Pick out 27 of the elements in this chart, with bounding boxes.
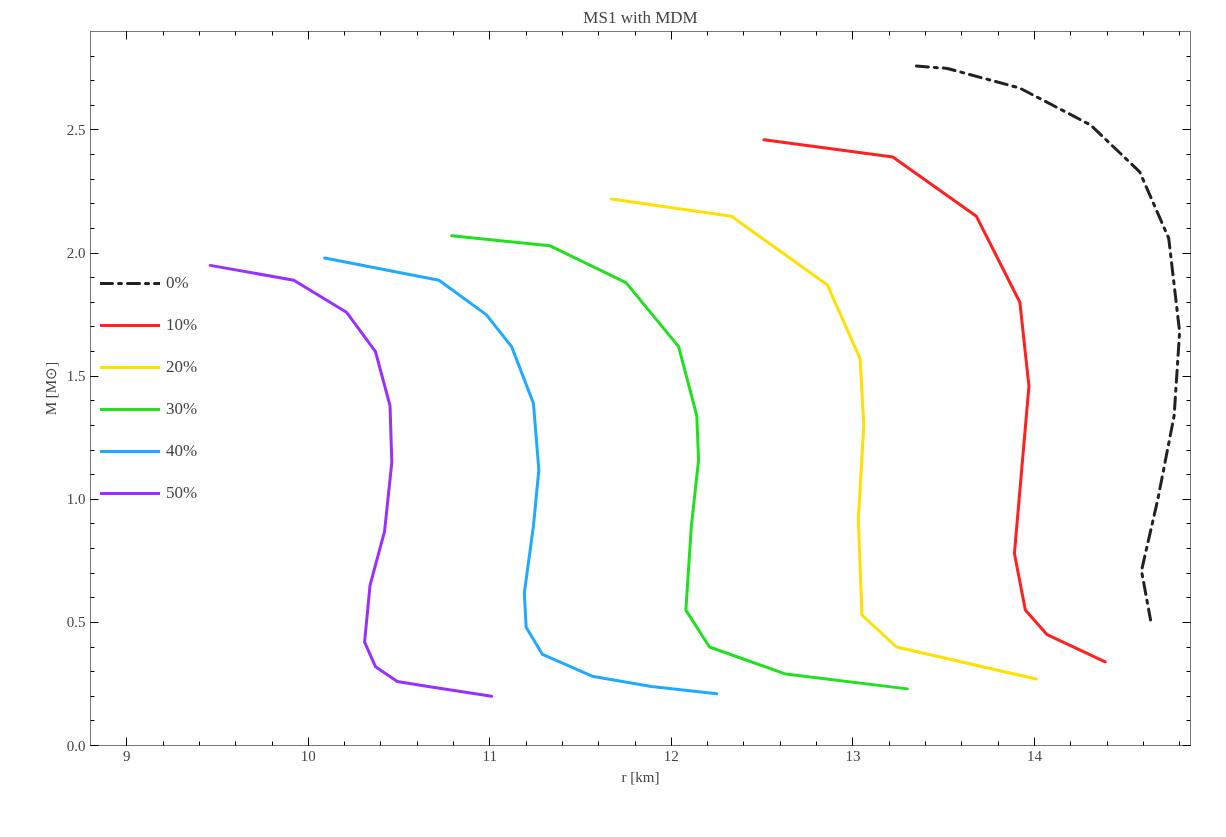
y-tick-label: 0.0 [66,737,86,754]
y-tick-label: 1.5 [66,368,86,385]
x-tick-label: 13 [845,747,861,764]
x-tick-label: 10 [300,747,316,764]
legend-label: 20% [166,357,198,377]
legend-label: 0% [166,273,189,293]
legend-label: 10% [166,315,198,335]
line-series [609,197,1038,681]
line-series [208,263,494,698]
line-series [762,138,1107,664]
y-tick-label: 2.0 [66,245,86,262]
x-tick-label: 11 [482,747,498,764]
y-tick-label: 0.5 [66,614,86,631]
line-series [450,234,909,691]
x-tick-label: 9 [123,747,131,764]
x-tick-label: 12 [663,747,679,764]
x-axis-title: r [km] [621,768,660,785]
line-series [914,64,1182,622]
x-tick-label: 14 [1026,747,1043,764]
chart-title: MS1 with MDM [583,7,698,27]
y-tick-label: 2.5 [66,121,86,138]
line-series [323,256,719,696]
legend-label: 50% [166,483,198,503]
y-tick-label: 1.0 [66,491,86,508]
legend-label: 30% [166,399,198,419]
legend-label: 40% [166,441,198,461]
y-axis-title: M [M⊙] [42,361,59,416]
